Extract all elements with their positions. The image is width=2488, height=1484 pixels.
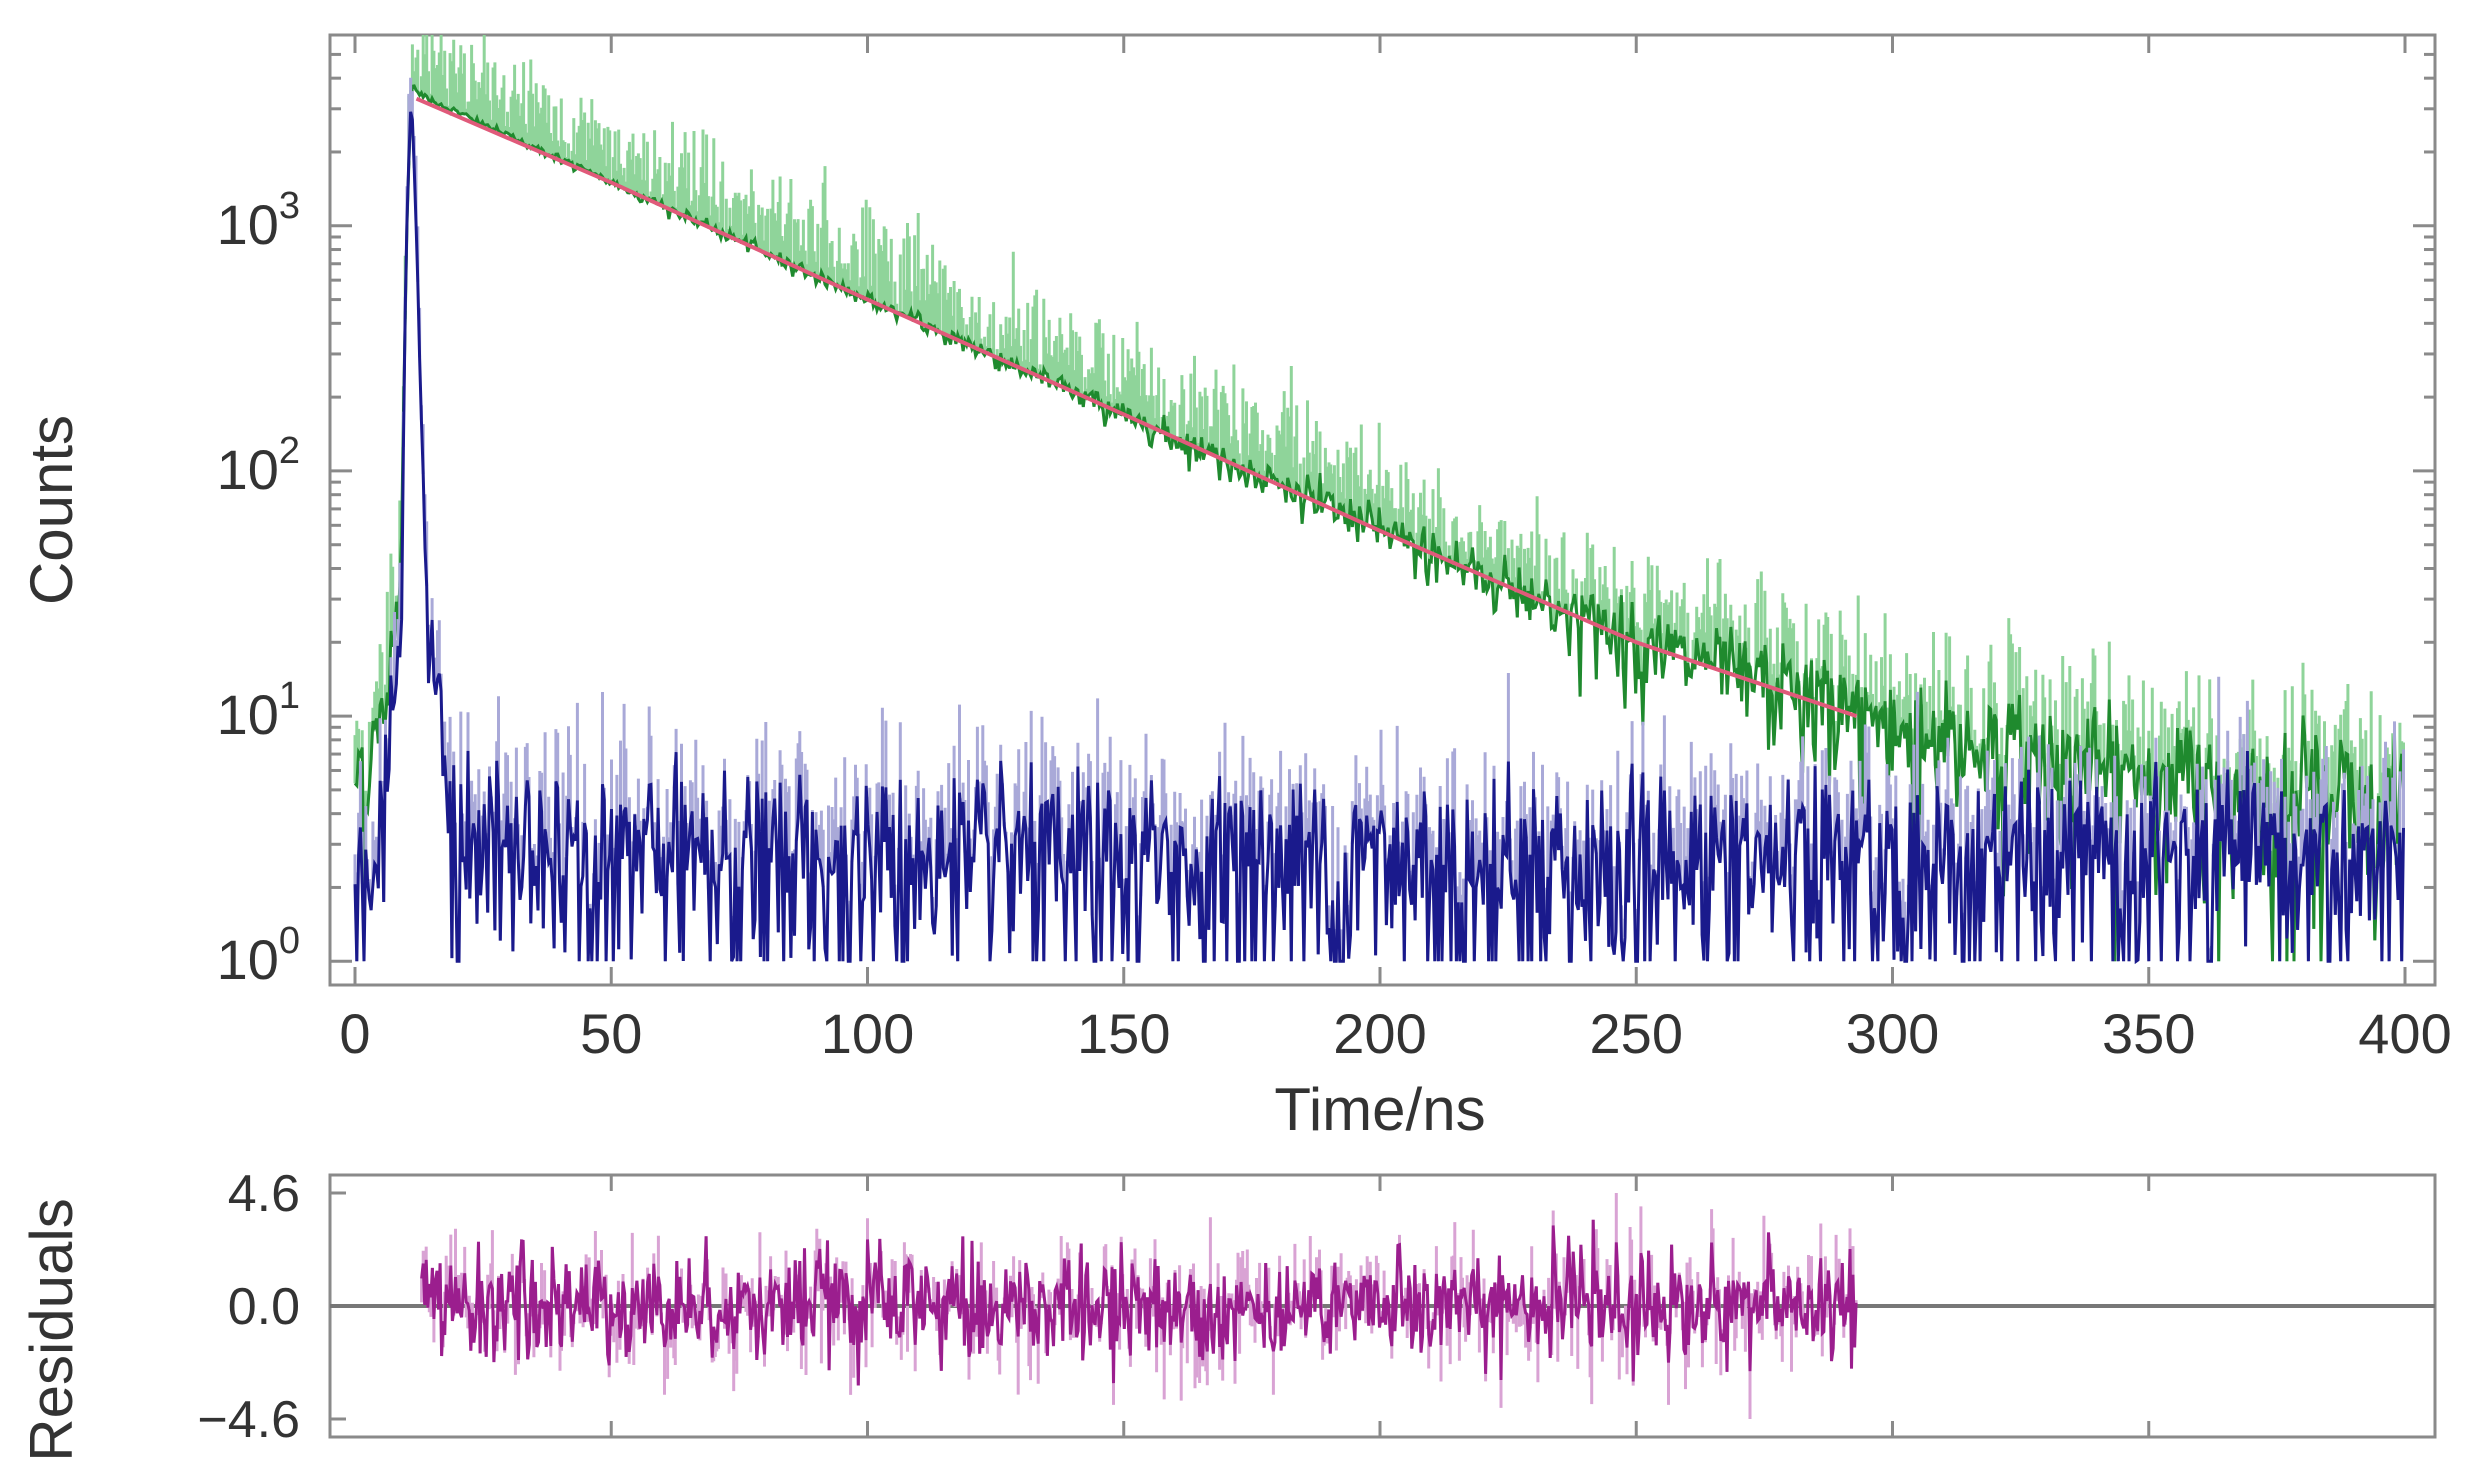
- residuals-y-axis-title: Residuals: [18, 1198, 85, 1461]
- residuals-plot-series: [420, 1193, 1858, 1419]
- y-tick-label: 102: [217, 430, 300, 501]
- residuals-y-tick-label: −4.6: [197, 1391, 300, 1449]
- x-tick-label: 150: [1077, 1002, 1170, 1065]
- decay-plot-x-tick-labels: 0 50 100 150 200 250 300 350 400: [339, 1002, 2451, 1065]
- residuals-plot-ticks: [330, 1175, 2151, 1437]
- decay-plot-series: [353, 35, 2405, 965]
- x-axis-title: Time/ns: [1274, 1076, 1485, 1143]
- x-tick-label: 250: [1590, 1002, 1683, 1065]
- x-tick-label: 0: [339, 1002, 370, 1065]
- x-tick-label: 350: [2102, 1002, 2195, 1065]
- x-tick-label: 400: [2358, 1002, 2451, 1065]
- residuals-y-tick-label: 0.0: [228, 1278, 300, 1336]
- residuals-y-tick-label: 4.6: [228, 1165, 300, 1223]
- y-axis-title: Counts: [18, 415, 85, 605]
- x-tick-label: 100: [821, 1002, 914, 1065]
- x-tick-label: 300: [1846, 1002, 1939, 1065]
- residuals-plot: 4.6 0.0 −4.6 Residuals: [18, 1165, 2437, 1462]
- residuals-plot-y-tick-labels: 4.6 0.0 −4.6: [197, 1165, 300, 1449]
- fit-series: [415, 96, 1858, 718]
- y-tick-label: 103: [217, 185, 300, 256]
- decay-plot: 0 50 100 150 200 250 300 350 400 100 101 102 103 Ti…: [18, 33, 2452, 1143]
- x-tick-label: 50: [580, 1002, 642, 1065]
- y-tick-label: 101: [217, 675, 300, 746]
- decay-plot-ticks: [330, 33, 2435, 985]
- x-tick-label: 200: [1333, 1002, 1426, 1065]
- decay-plot-y-tick-labels: 100 101 102 103: [217, 185, 300, 991]
- irf-series: [353, 111, 2405, 965]
- residuals-series: [420, 1219, 1858, 1386]
- y-tick-label: 100: [217, 920, 300, 991]
